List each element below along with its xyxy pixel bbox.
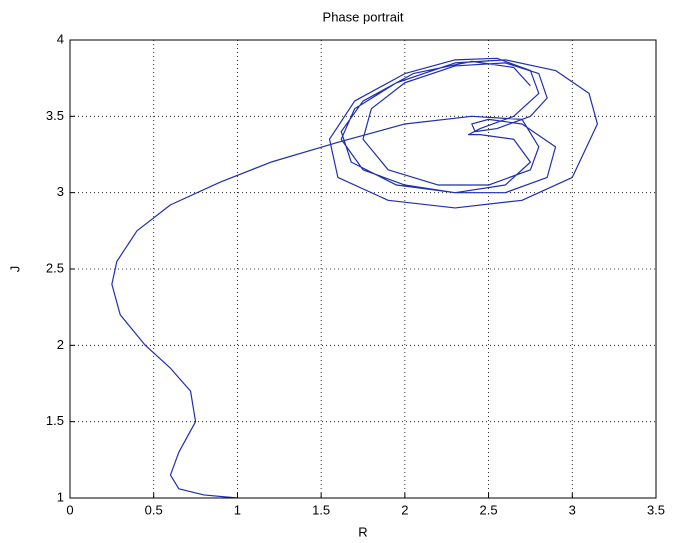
x-tick-label: 3.5	[647, 502, 665, 517]
y-tick-label: 1	[57, 489, 64, 504]
x-tick-label: 2	[401, 502, 408, 517]
y-tick-label: 3	[57, 184, 64, 199]
x-tick-label: 0	[66, 502, 73, 517]
y-tick-label: 2.5	[46, 260, 64, 275]
y-tick-label: 1.5	[46, 413, 64, 428]
y-tick-label: 4	[57, 31, 64, 46]
y-axis-label: J	[7, 266, 22, 273]
chart-title: Phase portrait	[323, 9, 404, 24]
x-tick-label: 0.5	[145, 502, 163, 517]
x-tick-label: 1.5	[312, 502, 330, 517]
x-axis-label: R	[358, 524, 367, 539]
x-tick-label: 2.5	[480, 502, 498, 517]
y-tick-label: 3.5	[46, 108, 64, 123]
x-tick-label: 1	[234, 502, 241, 517]
plot-area	[70, 40, 656, 498]
trajectory-line	[111, 57, 598, 499]
y-tick-label: 2	[57, 337, 64, 352]
x-tick-label: 3	[569, 502, 576, 517]
